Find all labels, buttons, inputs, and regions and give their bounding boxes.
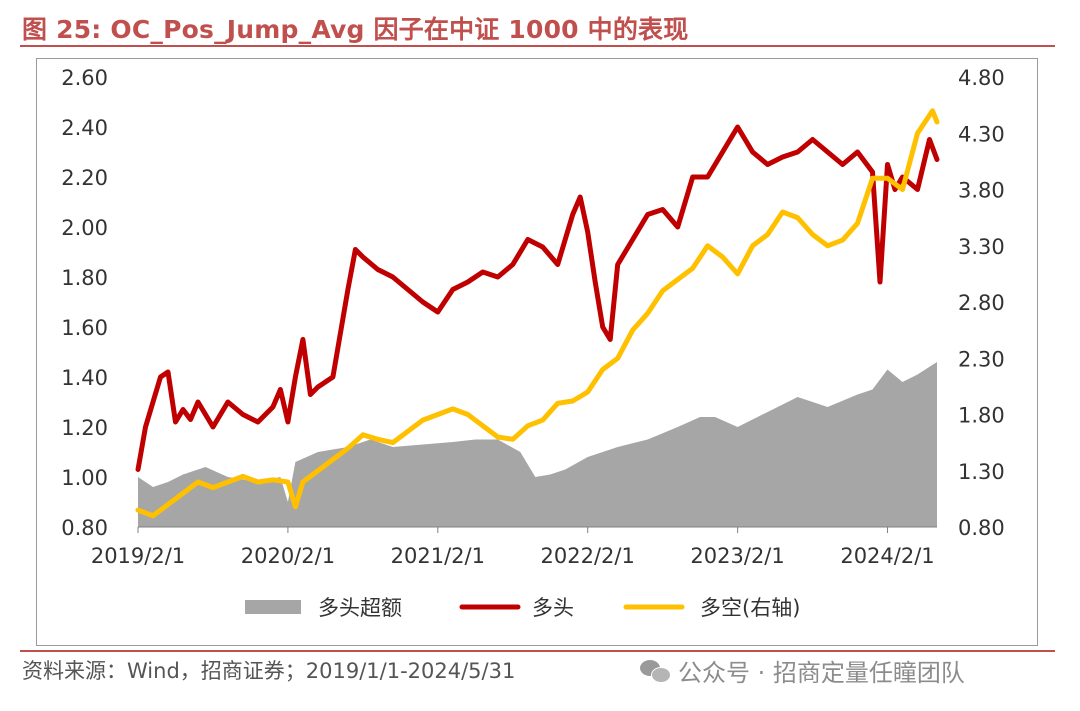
y-left-tick-label: 1.00	[61, 466, 108, 490]
y-right-tick-label: 3.80	[958, 179, 1005, 203]
x-tick-label: 2024/2/1	[840, 544, 934, 568]
y-right-tick-label: 2.30	[958, 347, 1005, 371]
x-tick-label: 2022/2/1	[541, 544, 635, 568]
x-tick-label: 2020/2/1	[241, 544, 335, 568]
spread-line	[135, 108, 940, 519]
y-right-tick-label: 1.80	[958, 404, 1005, 428]
excess-area-layer	[138, 362, 937, 527]
y-right-tick-label: 0.80	[958, 516, 1005, 540]
footer-divider	[20, 650, 1055, 652]
lines-layer	[135, 108, 940, 519]
x-tick-label: 2023/2/1	[690, 544, 784, 568]
legend-label: 多空(右轴)	[700, 596, 800, 620]
legend-label: 多头	[532, 596, 574, 620]
y-left-tick-label: 2.00	[61, 216, 108, 240]
chart-frame	[36, 58, 1038, 646]
y-right-tick-label: 3.30	[958, 235, 1005, 259]
excess-area	[138, 362, 937, 527]
y-left-tick-label: 2.60	[61, 66, 108, 90]
y-left-tick-label: 1.40	[61, 366, 108, 390]
y-left-tick-label: 0.80	[61, 516, 108, 540]
legend-label: 多头超额	[318, 596, 402, 620]
watermark-text: 公众号 · 招商定量任瞳团队	[678, 659, 965, 687]
y-right-tick-label: 4.30	[958, 122, 1005, 146]
legend-swatch-excess	[245, 600, 301, 614]
y-left-tick-label: 1.20	[61, 416, 108, 440]
axes-layer: 2.60 2.40 2.20 2.00 1.80 1.60 1.40 1.20 1.00 0.80…	[61, 66, 1005, 568]
long-line	[135, 124, 940, 472]
title-divider	[20, 45, 1055, 47]
x-tick-label: 2019/2/1	[91, 544, 185, 568]
figure-title: 图 25: OC_Pos_Jump_Avg 因子在中证 1000 中的表现	[22, 15, 689, 44]
y-right-tick-label: 1.30	[958, 460, 1005, 484]
y-left-tick-label: 2.40	[61, 116, 108, 140]
x-tick-label: 2021/2/1	[391, 544, 485, 568]
y-left-tick-label: 2.20	[61, 166, 108, 190]
y-left-tick-label: 1.80	[61, 266, 108, 290]
y-left-tick-label: 1.60	[61, 316, 108, 340]
source-note: 资料来源：Wind，招商证券；2019/1/1-2024/5/31	[22, 659, 516, 683]
watermark: 公众号 · 招商定量任瞳团队	[640, 653, 965, 688]
y-right-tick-label: 2.80	[958, 291, 1005, 315]
wechat-icon	[640, 658, 671, 684]
y-right-tick-label: 4.80	[958, 66, 1005, 90]
legend: 多头超额 多头 多空(右轴)	[245, 596, 800, 620]
